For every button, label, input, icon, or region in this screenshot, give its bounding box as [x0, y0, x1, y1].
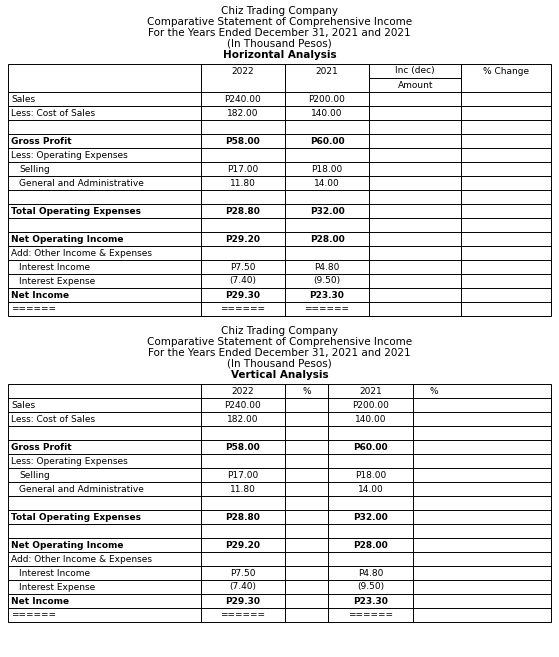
Text: P58.00: P58.00	[225, 137, 260, 145]
Text: Gross Profit: Gross Profit	[11, 443, 72, 451]
Text: Chiz Trading Company: Chiz Trading Company	[221, 326, 338, 336]
Text: Amount: Amount	[397, 81, 433, 89]
Text: ======: ======	[348, 610, 393, 620]
Text: P23.30: P23.30	[310, 290, 344, 300]
Text: Less: Operating Expenses: Less: Operating Expenses	[11, 150, 128, 160]
Text: P60.00: P60.00	[353, 443, 388, 451]
Text: Interest Expense: Interest Expense	[19, 277, 95, 286]
Text: ======: ======	[11, 610, 56, 620]
Text: P200.00: P200.00	[309, 95, 345, 104]
Text: P18.00: P18.00	[311, 164, 343, 173]
Text: 2021: 2021	[316, 66, 338, 76]
Text: Gross Profit: Gross Profit	[11, 137, 72, 145]
Text: Sales: Sales	[11, 401, 35, 409]
Text: Net Income: Net Income	[11, 597, 69, 606]
Text: P4.80: P4.80	[314, 263, 340, 271]
Text: Inc (dec): Inc (dec)	[395, 66, 435, 76]
Text: Total Operating Expenses: Total Operating Expenses	[11, 206, 141, 215]
Text: P29.20: P29.20	[225, 235, 260, 244]
Text: P17.00: P17.00	[227, 470, 258, 480]
Text: Interest Income: Interest Income	[19, 568, 90, 578]
Text: Less: Operating Expenses: Less: Operating Expenses	[11, 457, 128, 466]
Text: P28.00: P28.00	[310, 235, 344, 244]
Text: Chiz Trading Company: Chiz Trading Company	[221, 6, 338, 16]
Text: P17.00: P17.00	[227, 164, 258, 173]
Text: Net Operating Income: Net Operating Income	[11, 235, 124, 244]
Text: Net Income: Net Income	[11, 290, 69, 300]
Text: P28.80: P28.80	[225, 206, 260, 215]
Text: 14.00: 14.00	[314, 179, 340, 187]
Text: General and Administrative: General and Administrative	[19, 484, 144, 493]
Text: For the Years Ended December 31, 2021 and 2021: For the Years Ended December 31, 2021 an…	[148, 348, 411, 358]
Text: ======: ======	[220, 304, 266, 313]
Text: %: %	[302, 386, 311, 396]
Text: Sales: Sales	[11, 95, 35, 104]
Text: Add: Other Income & Expenses: Add: Other Income & Expenses	[11, 248, 152, 258]
Text: Horizontal Analysis: Horizontal Analysis	[222, 50, 337, 60]
Text: (9.50): (9.50)	[357, 583, 384, 591]
Text: 2022: 2022	[231, 386, 254, 396]
Text: Total Operating Expenses: Total Operating Expenses	[11, 512, 141, 522]
Text: (In Thousand Pesos): (In Thousand Pesos)	[227, 359, 332, 369]
Text: ======: ======	[305, 304, 349, 313]
Text: Net Operating Income: Net Operating Income	[11, 541, 124, 549]
Text: P7.50: P7.50	[230, 568, 255, 578]
Text: P240.00: P240.00	[225, 95, 261, 104]
Text: 182.00: 182.00	[227, 415, 259, 424]
Text: (7.40): (7.40)	[229, 277, 257, 286]
Text: P29.30: P29.30	[225, 597, 260, 606]
Text: 2022: 2022	[231, 66, 254, 76]
Bar	[8, 64, 551, 316]
Text: %: %	[430, 386, 439, 396]
Bar	[8, 384, 551, 622]
Text: P200.00: P200.00	[352, 401, 389, 409]
Text: P29.20: P29.20	[225, 541, 260, 549]
Text: Interest Income: Interest Income	[19, 263, 90, 271]
Text: 140.00: 140.00	[311, 108, 343, 118]
Text: Selling: Selling	[19, 164, 50, 173]
Text: Less: Cost of Sales: Less: Cost of Sales	[11, 415, 95, 424]
Text: P28.00: P28.00	[353, 541, 388, 549]
Text: P7.50: P7.50	[230, 263, 255, 271]
Text: P32.00: P32.00	[353, 512, 388, 522]
Text: P58.00: P58.00	[225, 443, 260, 451]
Text: Add: Other Income & Expenses: Add: Other Income & Expenses	[11, 555, 152, 564]
Text: P23.30: P23.30	[353, 597, 388, 606]
Text: (7.40): (7.40)	[229, 583, 257, 591]
Text: Comparative Statement of Comprehensive Income: Comparative Statement of Comprehensive I…	[147, 337, 412, 347]
Text: P28.80: P28.80	[225, 512, 260, 522]
Text: 14.00: 14.00	[358, 484, 383, 493]
Text: P29.30: P29.30	[225, 290, 260, 300]
Text: Comparative Statement of Comprehensive Income: Comparative Statement of Comprehensive I…	[147, 17, 412, 27]
Text: P60.00: P60.00	[310, 137, 344, 145]
Text: 140.00: 140.00	[355, 415, 386, 424]
Text: P18.00: P18.00	[355, 470, 386, 480]
Text: Less: Cost of Sales: Less: Cost of Sales	[11, 108, 95, 118]
Text: 2021: 2021	[359, 386, 382, 396]
Text: General and Administrative: General and Administrative	[19, 179, 144, 187]
Text: P32.00: P32.00	[310, 206, 344, 215]
Text: (In Thousand Pesos): (In Thousand Pesos)	[227, 39, 332, 49]
Text: Vertical Analysis: Vertical Analysis	[231, 370, 328, 380]
Text: Selling: Selling	[19, 470, 50, 480]
Text: (9.50): (9.50)	[314, 277, 340, 286]
Text: Interest Expense: Interest Expense	[19, 583, 95, 591]
Text: P4.80: P4.80	[358, 568, 383, 578]
Text: 182.00: 182.00	[227, 108, 259, 118]
Text: P240.00: P240.00	[225, 401, 261, 409]
Text: % Change: % Change	[483, 66, 529, 76]
Text: ======: ======	[220, 610, 266, 620]
Text: 11.80: 11.80	[230, 179, 256, 187]
Text: For the Years Ended December 31, 2021 and 2021: For the Years Ended December 31, 2021 an…	[148, 28, 411, 38]
Text: ======: ======	[11, 304, 56, 313]
Text: 11.80: 11.80	[230, 484, 256, 493]
